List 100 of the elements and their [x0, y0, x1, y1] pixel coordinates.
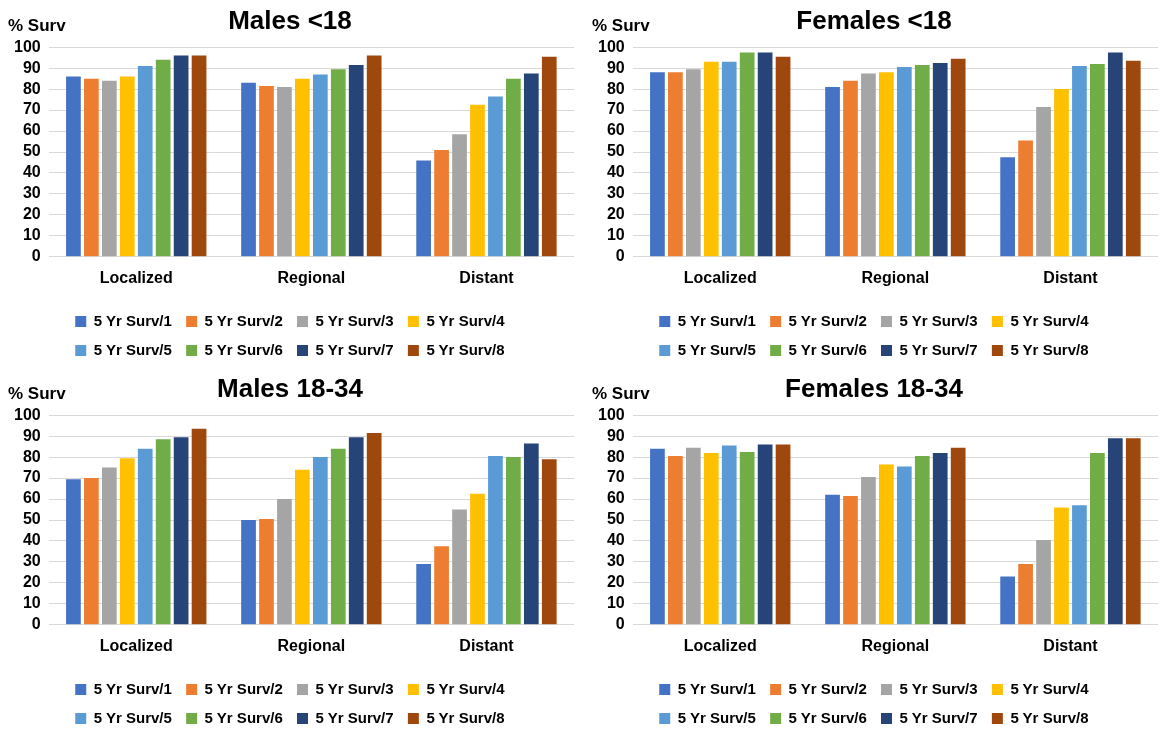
bar — [330, 448, 346, 625]
bar — [1054, 89, 1069, 257]
bar — [277, 499, 292, 625]
y-tick-label: 90 — [22, 426, 41, 444]
bar — [721, 61, 737, 257]
legend-label: 5 Yr Surv/8 — [1010, 340, 1089, 358]
y-tick-label: 20 — [22, 573, 41, 591]
bar — [914, 65, 930, 257]
y-axis-title: % Surv — [8, 16, 67, 36]
x-tick-label: Regional — [277, 268, 346, 286]
bar — [1036, 539, 1051, 625]
bar — [843, 495, 858, 625]
bar — [1000, 576, 1015, 625]
bar — [932, 62, 948, 257]
y-tick-label: 70 — [606, 468, 625, 486]
y-tick-label: 30 — [606, 552, 625, 570]
y-tick-label: 70 — [22, 100, 41, 118]
bar — [541, 459, 557, 625]
legend-label: 5 Yr Surv/8 — [426, 708, 505, 726]
legend-label: 5 Yr Surv/3 — [899, 311, 978, 329]
bar — [137, 448, 153, 625]
legend-label: 5 Yr Surv/5 — [677, 708, 756, 726]
legend-label: 5 Yr Surv/6 — [788, 340, 867, 358]
x-tick-label: Localized — [683, 636, 757, 654]
bar — [1054, 507, 1069, 625]
legend-label: 5 Yr Surv/2 — [788, 311, 867, 329]
y-tick-label: 80 — [22, 447, 41, 465]
bar — [416, 564, 431, 625]
bar — [348, 65, 364, 257]
bar — [191, 428, 207, 625]
legend-label: 5 Yr Surv/1 — [93, 679, 172, 697]
bar — [155, 439, 171, 625]
bar — [241, 520, 256, 625]
legend-label: 5 Yr Surv/7 — [315, 340, 394, 358]
bar — [932, 452, 948, 625]
y-tick-label: 70 — [22, 468, 41, 486]
legend-label: 5 Yr Surv/2 — [788, 679, 867, 697]
legend-label: 5 Yr Surv/2 — [204, 679, 283, 697]
y-axis-title: % Surv — [592, 384, 651, 404]
bar — [650, 72, 665, 257]
bar — [416, 160, 431, 257]
y-tick-label: 80 — [606, 447, 625, 465]
bar — [685, 447, 701, 625]
y-tick-label: 10 — [606, 594, 625, 612]
bar — [950, 447, 966, 625]
bar — [1107, 438, 1123, 625]
bar — [685, 69, 701, 257]
legend-label: 5 Yr Surv/5 — [93, 708, 172, 726]
bar — [1072, 505, 1087, 625]
bar — [277, 87, 292, 257]
legend-label: 5 Yr Surv/7 — [315, 708, 394, 726]
legend-label: 5 Yr Surv/4 — [426, 679, 506, 697]
y-tick-label: 30 — [606, 184, 625, 202]
x-tick-label: Distant — [459, 268, 515, 286]
bar — [1000, 157, 1015, 257]
bar — [470, 104, 485, 257]
x-tick-label: Distant — [459, 636, 515, 654]
x-tick-label: Localized — [99, 636, 173, 654]
legend-label: 5 Yr Surv/1 — [677, 679, 756, 697]
bar — [668, 456, 683, 625]
y-tick-label: 20 — [22, 205, 41, 223]
bar — [330, 69, 346, 257]
bar — [1107, 52, 1123, 257]
bar — [721, 445, 737, 625]
y-tick-label: 90 — [606, 58, 625, 76]
x-tick-label: Localized — [683, 268, 757, 286]
legend-label: 5 Yr Surv/7 — [899, 340, 978, 358]
legend-label: 5 Yr Surv/5 — [93, 340, 172, 358]
y-tick-label: 20 — [606, 573, 625, 591]
y-tick-label: 40 — [22, 163, 41, 181]
y-tick-label: 50 — [606, 142, 625, 160]
bar — [66, 76, 81, 257]
bar — [703, 61, 719, 257]
bar — [366, 433, 382, 625]
bar — [1018, 140, 1033, 257]
bar — [1125, 438, 1141, 625]
bar — [775, 56, 791, 257]
bar — [366, 55, 382, 257]
legend-label: 5 Yr Surv/6 — [204, 340, 283, 358]
bar — [295, 469, 310, 625]
bar — [155, 59, 171, 257]
y-tick-label: 60 — [606, 489, 625, 507]
bar — [757, 444, 773, 625]
y-tick-label: 70 — [606, 100, 625, 118]
x-tick-label: Localized — [99, 268, 173, 286]
y-tick-label: 0 — [31, 615, 41, 633]
x-tick-label: Distant — [1043, 268, 1099, 286]
bar — [66, 479, 81, 625]
bar — [775, 444, 791, 625]
bar — [950, 58, 966, 257]
bar — [191, 55, 207, 257]
y-tick-label: 40 — [22, 531, 41, 549]
bar — [506, 457, 521, 625]
bar — [843, 80, 858, 257]
x-tick-label: Regional — [277, 636, 346, 654]
y-tick-label: 0 — [31, 247, 41, 265]
y-tick-label: 10 — [22, 594, 41, 612]
legend-label: 5 Yr Surv/3 — [315, 311, 394, 329]
bar — [348, 437, 364, 625]
y-tick-label: 90 — [22, 58, 41, 76]
